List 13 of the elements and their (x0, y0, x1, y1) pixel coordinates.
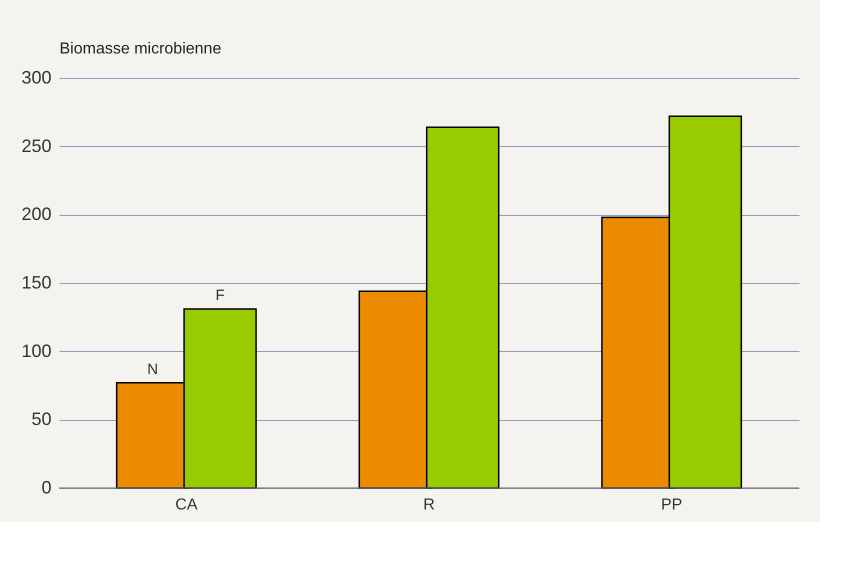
y-tick-label: 250 (21, 136, 52, 156)
y-tick-label: 100 (21, 340, 52, 361)
series-label: F (215, 286, 225, 304)
x-tick-label: PP (660, 496, 682, 514)
y-tick-label: 300 (21, 68, 52, 88)
x-tick-label: CA (175, 496, 198, 514)
y-axis-title: Biomasse microbienne (60, 40, 222, 58)
y-tick-label: 0 (41, 478, 52, 498)
series-label: N (147, 360, 158, 378)
x-tick-label: R (423, 496, 435, 514)
y-tick-label: 200 (21, 204, 52, 224)
y-tick-label: 50 (31, 409, 52, 430)
y-tick-label: 150 (21, 272, 52, 292)
